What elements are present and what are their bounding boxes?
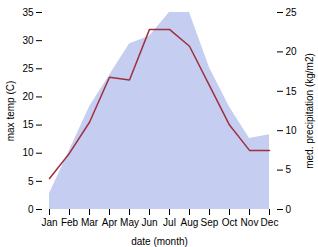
svg-text:5: 5 — [286, 164, 292, 175]
svg-text:10: 10 — [286, 125, 298, 136]
svg-text:0: 0 — [28, 204, 34, 215]
svg-text:Aug: Aug — [181, 217, 199, 228]
svg-text:25: 25 — [22, 63, 34, 74]
svg-text:med. precipitation (kg/m2): med. precipitation (kg/m2) — [304, 53, 315, 169]
svg-text:10: 10 — [22, 147, 34, 158]
svg-text:May: May — [120, 217, 139, 228]
svg-text:Apr: Apr — [102, 217, 118, 228]
svg-text:Dec: Dec — [261, 217, 279, 228]
svg-text:25: 25 — [286, 7, 298, 18]
svg-text:15: 15 — [286, 86, 298, 97]
svg-text:date (month): date (month) — [131, 236, 188, 247]
svg-text:0: 0 — [286, 204, 292, 215]
svg-text:max temp (C): max temp (C) — [5, 81, 16, 142]
svg-text:Jul: Jul — [163, 217, 176, 228]
svg-text:35: 35 — [22, 7, 34, 18]
svg-text:Nov: Nov — [241, 217, 259, 228]
svg-text:20: 20 — [22, 91, 34, 102]
svg-text:Oct: Oct — [222, 217, 238, 228]
svg-text:Sep: Sep — [201, 217, 219, 228]
svg-text:5: 5 — [28, 176, 34, 187]
svg-text:Jan: Jan — [41, 217, 57, 228]
svg-text:15: 15 — [22, 119, 34, 130]
svg-text:Jun: Jun — [141, 217, 157, 228]
svg-text:Feb: Feb — [61, 217, 79, 228]
svg-text:Mar: Mar — [81, 217, 99, 228]
svg-text:20: 20 — [286, 46, 298, 57]
svg-text:30: 30 — [22, 35, 34, 46]
